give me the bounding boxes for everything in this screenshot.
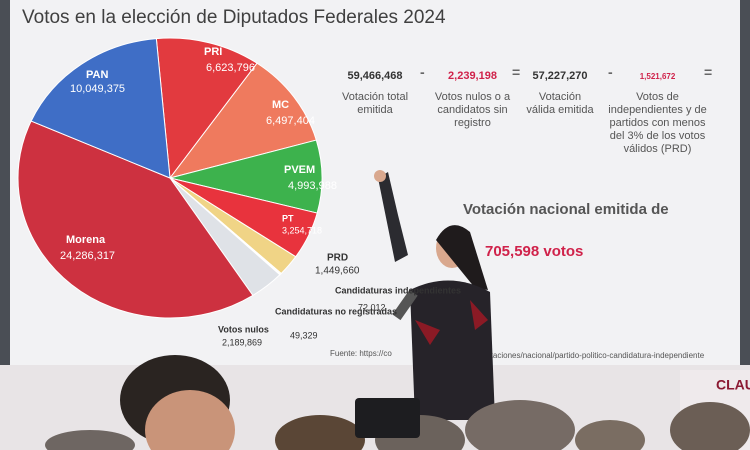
pie <box>17 37 323 319</box>
slice-value: 10,049,375 <box>70 83 125 95</box>
slice-value: 3,254,718 <box>282 225 322 235</box>
pie-slice <box>155 37 258 180</box>
slice-label: PT <box>282 213 294 223</box>
equation-text: Votos de independientes y de partidos co… <box>608 91 707 155</box>
slice-label: Candidaturas independientes <box>335 285 461 295</box>
slice-value: 6,623,796 <box>206 62 255 74</box>
slice-label: Votos nulos <box>218 324 269 334</box>
equation-item: 1,521,672 Votos de independientes y de pa… <box>605 70 710 156</box>
slice-value: 49,329 <box>290 330 318 340</box>
operator: = <box>704 64 713 80</box>
equation-text: Votos nulos o a candidatos sin registro <box>434 91 511 129</box>
slice-value: 2,189,869 <box>222 337 262 347</box>
equation-number: 57,227,270 <box>532 70 588 82</box>
result-number: 705,598 votos <box>485 243 583 260</box>
source-tail: iputaciones/nacional/partido-politico-ca… <box>480 351 705 360</box>
slice-label: PAN <box>86 69 108 81</box>
speaker <box>374 170 495 420</box>
result-text: Votación nacional emitida de <box>463 201 669 218</box>
slice-label: Morena <box>66 234 106 246</box>
podium-text: CLAU <box>716 377 750 393</box>
slice-value: 72,012 <box>358 302 386 312</box>
chart-title: Votos en la elección de Diputados Federa… <box>22 7 446 28</box>
slice-label: PRD <box>327 253 348 264</box>
pie-slice <box>17 120 254 319</box>
equation-item: 2,239,198 Votos nulos o a candidatos sin … <box>430 70 515 130</box>
slice-label: Candidaturas no registradas <box>275 306 397 316</box>
slice-value: 6,497,404 <box>266 115 315 127</box>
equation-number: 59,466,468 <box>347 70 403 82</box>
slice-label: MC <box>272 99 289 111</box>
operator: - <box>608 64 613 80</box>
slice-value: 1,449,660 <box>315 266 360 277</box>
audience <box>45 355 750 450</box>
slice-value: 24,286,317 <box>60 250 115 262</box>
operator: = <box>512 64 521 80</box>
slice-value: 4,993,988 <box>288 180 337 192</box>
equation-number: 1,521,672 <box>639 72 676 81</box>
equation-text: Votación total emitida <box>341 91 409 116</box>
source: Fuente: https://co <box>330 349 392 358</box>
equation-text: Votación válida emitida <box>526 91 594 116</box>
equation-number: 2,239,198 <box>448 70 497 82</box>
slice-label: PRI <box>204 46 222 58</box>
slice-label: PVEM <box>284 164 315 176</box>
equation-item: 59,466,468 Votación total emitida <box>335 70 415 117</box>
equation-item: 57,227,270 Votación válida emitida <box>525 70 595 117</box>
operator: - <box>420 64 425 80</box>
pie-slice <box>30 38 171 179</box>
